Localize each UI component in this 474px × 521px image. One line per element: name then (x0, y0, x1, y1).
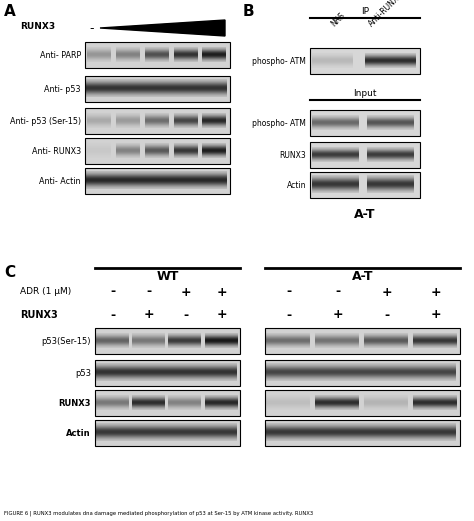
Text: A-T: A-T (352, 270, 373, 283)
Text: -: - (110, 308, 116, 321)
Bar (310, 110, 420, 136)
Text: Actin: Actin (66, 428, 91, 438)
Text: +: + (333, 308, 344, 321)
Text: Anti- Actin: Anti- Actin (39, 177, 81, 185)
Text: C: C (4, 265, 15, 280)
Text: Input: Input (353, 89, 377, 98)
Bar (85, 138, 230, 164)
Text: WT: WT (156, 270, 179, 283)
Text: +: + (217, 308, 227, 321)
Text: NRS: NRS (330, 11, 347, 28)
Bar (85, 76, 230, 102)
Text: +: + (144, 308, 155, 321)
Bar (310, 142, 420, 168)
Text: +: + (430, 286, 441, 299)
Text: -: - (90, 22, 94, 35)
Bar (95, 420, 240, 446)
Text: phospho- ATM: phospho- ATM (252, 56, 306, 66)
Bar (310, 48, 420, 74)
Polygon shape (100, 20, 225, 36)
Text: +: + (430, 308, 441, 321)
Bar (95, 390, 240, 416)
Text: Anti-RUNX3: Anti-RUNX3 (367, 0, 405, 28)
Text: Anti- p53: Anti- p53 (45, 84, 81, 93)
Bar (85, 42, 230, 68)
Text: A-T: A-T (354, 208, 376, 221)
Text: FIGURE 6 | RUNX3 modulates dna damage mediated phosphorylation of p53 at Ser-15 : FIGURE 6 | RUNX3 modulates dna damage me… (4, 510, 313, 515)
Text: -: - (110, 286, 116, 299)
Bar (95, 328, 240, 354)
Text: p53: p53 (75, 368, 91, 378)
Bar (85, 168, 230, 194)
Text: +: + (217, 286, 227, 299)
Text: RUNX3: RUNX3 (58, 399, 91, 407)
Text: -: - (336, 286, 341, 299)
Text: -: - (384, 308, 390, 321)
Text: -: - (147, 286, 152, 299)
Text: +: + (382, 286, 392, 299)
Text: Anti- p53 (Ser-15): Anti- p53 (Ser-15) (10, 117, 81, 126)
Text: -: - (183, 308, 188, 321)
Text: phospho- ATM: phospho- ATM (252, 118, 306, 128)
Text: RUNX3: RUNX3 (20, 22, 55, 31)
Text: A: A (4, 4, 16, 19)
Bar (85, 108, 230, 134)
Bar (265, 328, 460, 354)
Bar (265, 390, 460, 416)
Text: Anti- RUNX3: Anti- RUNX3 (32, 146, 81, 155)
Text: -: - (287, 286, 292, 299)
Text: B: B (243, 4, 255, 19)
Text: ADR (1 μM): ADR (1 μM) (20, 288, 71, 296)
Bar (265, 420, 460, 446)
Text: p53(Ser-15): p53(Ser-15) (42, 337, 91, 345)
Bar (310, 172, 420, 198)
Text: Actin: Actin (286, 180, 306, 190)
Text: RUNX3: RUNX3 (20, 310, 58, 320)
Text: RUNX3: RUNX3 (279, 151, 306, 159)
Bar (95, 360, 240, 386)
Bar (265, 360, 460, 386)
Text: +: + (180, 286, 191, 299)
Text: Anti- PARP: Anti- PARP (40, 51, 81, 59)
Text: IP: IP (361, 7, 369, 16)
Text: -: - (287, 308, 292, 321)
